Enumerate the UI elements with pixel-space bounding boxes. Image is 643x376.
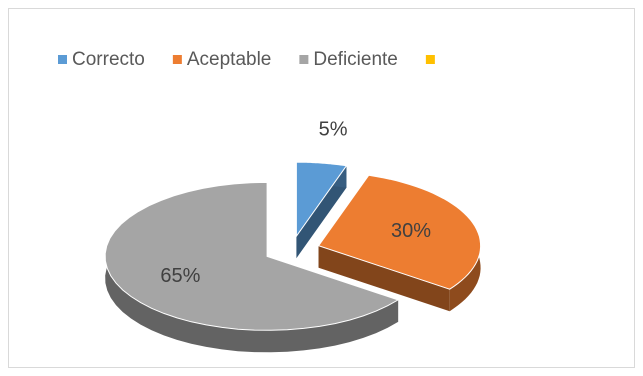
legend-label: Correcto [72, 49, 145, 70]
slice-side [105, 182, 399, 353]
legend-label: Aceptable [187, 49, 272, 70]
data-label: 30% [391, 220, 431, 242]
slice-side [296, 165, 347, 259]
slice [104, 181, 400, 331]
slice [295, 161, 348, 238]
legend-label: Deficiente [313, 49, 398, 70]
legend-marker [172, 55, 182, 64]
slice [317, 174, 482, 290]
data-label: 5% [319, 118, 348, 140]
legend-marker [299, 55, 309, 64]
legend-marker [58, 55, 67, 64]
legend-marker [425, 55, 435, 64]
data-label: 65% [160, 265, 200, 287]
slice-side [318, 245, 450, 312]
